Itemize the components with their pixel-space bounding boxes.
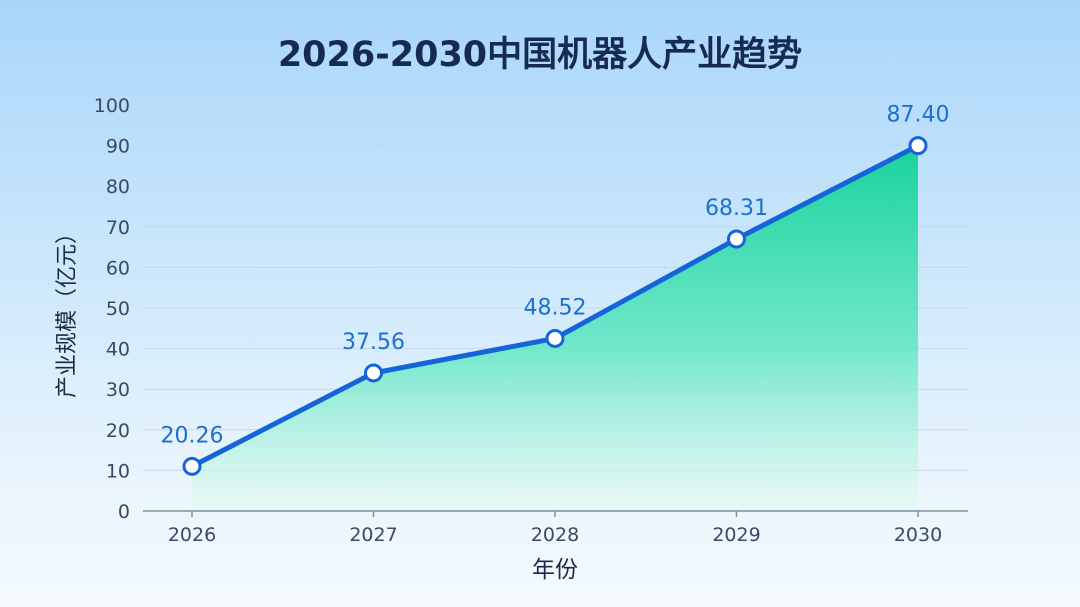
data-point-marker [727, 229, 746, 249]
y-axis-tick-labels: 0 10 20 30 40 50 60 70 80 90 100 [94, 95, 130, 523]
area-fill-layer [192, 145, 918, 511]
y-tick-label: 90 [106, 136, 130, 158]
data-label: 87.40 [887, 103, 950, 128]
y-tick-label: 40 [106, 339, 130, 361]
area-fill [192, 145, 918, 511]
y-axis-title: 产业规模（亿元） [55, 222, 80, 398]
data-labels: 20.26 37.56 48.52 68.31 87.40 [161, 103, 950, 449]
y-tick-label: 20 [106, 420, 130, 442]
x-tick-label: 2028 [531, 524, 579, 546]
x-tick-label: 2026 [168, 524, 216, 546]
data-label: 37.56 [342, 330, 405, 355]
x-axis-tick-labels: 2026 2027 2028 2029 2030 [168, 524, 942, 546]
axes [143, 510, 968, 517]
y-tick-label: 60 [106, 257, 130, 279]
data-label: 20.26 [161, 423, 224, 448]
data-points [182, 136, 928, 476]
data-point-marker [908, 136, 928, 156]
y-tick-label: 30 [106, 379, 130, 401]
data-label: 48.52 [524, 295, 587, 320]
y-tick-label: 100 [94, 95, 130, 117]
x-tick-label: 2029 [712, 524, 760, 546]
y-tick-label: 70 [106, 217, 130, 239]
chart-title: 2026-2030中国机器人产业趋势 [278, 35, 802, 75]
x-tick-label: 2030 [894, 524, 942, 546]
y-tick-label: 50 [106, 298, 130, 320]
data-label: 68.31 [705, 196, 768, 221]
y-tick-label: 0 [118, 501, 130, 523]
data-point-marker [545, 328, 565, 348]
y-tick-label: 10 [106, 460, 130, 482]
y-tick-label: 80 [106, 176, 130, 198]
x-axis-title: 年份 [532, 557, 578, 583]
data-point-marker [364, 363, 383, 383]
x-tick-label: 2027 [349, 524, 397, 546]
data-point-marker [182, 456, 202, 476]
